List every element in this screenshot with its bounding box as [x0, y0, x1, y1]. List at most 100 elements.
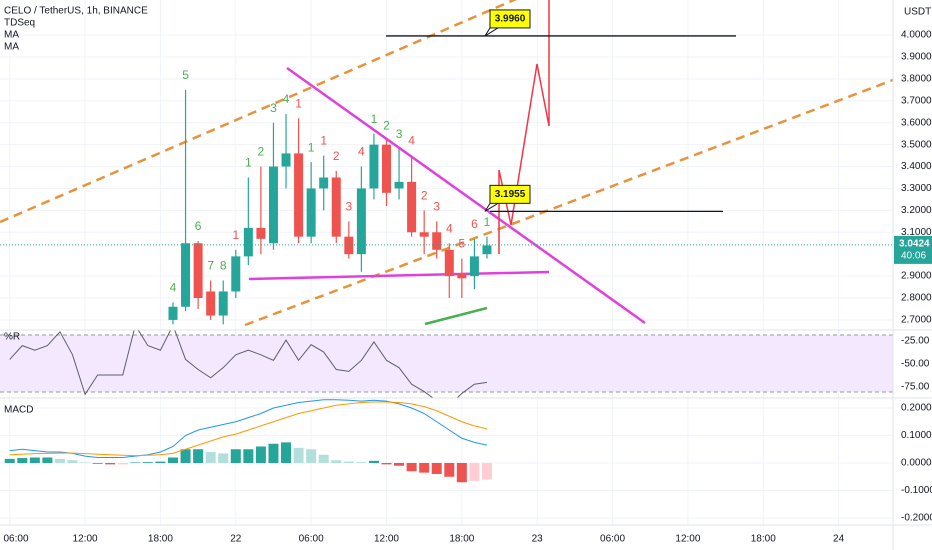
macd-histogram-bar [293, 447, 304, 463]
x-tick-label: 12:00 [374, 534, 399, 545]
candle-body [419, 232, 429, 237]
channel-lower [244, 78, 893, 327]
macd-histogram-bar [4, 458, 15, 463]
candle-body [243, 227, 253, 257]
macd-histogram-bar [193, 449, 204, 463]
candle-body [281, 153, 291, 167]
td-label: 1 [232, 228, 239, 242]
td-label: 1 [484, 215, 491, 229]
td-label: 6 [195, 219, 202, 233]
y-tick-label: -50.00 [901, 359, 930, 370]
td-label: 3 [345, 199, 352, 213]
indicator-label: MA [4, 30, 19, 41]
macd-histogram-bar [431, 462, 442, 474]
macd-histogram-bar [243, 449, 254, 463]
y-tick-label: 2.9000 [901, 271, 932, 282]
candle-body [218, 291, 228, 316]
candle-body [469, 256, 479, 277]
y-tick-label: -0.1000 [901, 485, 932, 496]
projection-path [498, 0, 550, 254]
y-tick-label: 3.8000 [901, 74, 932, 85]
macd-histogram-bar [268, 443, 279, 463]
candle-body [193, 243, 203, 299]
candle-body [331, 177, 341, 237]
wr-line [9, 330, 488, 398]
y-tick-label: 3.6000 [901, 117, 932, 128]
x-tick-label: 12:00 [73, 534, 98, 545]
macd-histogram-bar [381, 462, 392, 465]
candle-body [206, 291, 216, 316]
macd-histogram-bar [130, 462, 141, 463]
candle-body [356, 188, 366, 255]
macd-histogram-bar [230, 449, 241, 463]
macd-histogram-bar [281, 442, 292, 463]
x-tick-label: 18:00 [449, 534, 474, 545]
candle-body [381, 144, 391, 193]
x-tick-label: 06:00 [600, 534, 625, 545]
y-tick-label: 3.4000 [901, 161, 932, 172]
callout-box [489, 184, 531, 204]
channel-upper [0, 0, 517, 224]
x-tick-label: 22 [230, 534, 242, 545]
symbol-title: CELO / TetherUS, 1h, BINANCE [4, 6, 148, 17]
td-label: 3 [433, 199, 440, 213]
macd-histogram-bar [318, 454, 329, 463]
macd-histogram-bar [356, 462, 367, 463]
callout-label: 3.9960 [495, 14, 526, 25]
indicator-label: TDSeq [4, 18, 35, 29]
td-label: 1 [371, 112, 378, 126]
countdown-label: 40:06 [901, 251, 926, 262]
td-label: 1 [320, 134, 327, 148]
candle-body [394, 181, 404, 189]
td-label: 2 [421, 189, 428, 203]
candle-body [319, 177, 329, 189]
y-tick-label: 3.5000 [901, 139, 932, 150]
macd-histogram-bar [142, 462, 153, 463]
trendline-down [286, 66, 646, 325]
td-label: 4 [408, 134, 415, 148]
indicator-label: MA [4, 42, 19, 53]
wr-pane [9, 330, 488, 398]
macd-histogram-bar [17, 458, 28, 463]
candle-body [482, 245, 492, 255]
macd-histogram-bar [67, 460, 78, 463]
y-tick-label: 3.1000 [901, 227, 932, 238]
x-tick-label: 12:00 [675, 534, 700, 545]
axes: 06:00 12:00 18:00 22 06:00 12:00 18:00 23 06:00 1… [3, 30, 932, 545]
x-tick-label: 23 [532, 534, 544, 545]
callout-pointer [484, 202, 499, 212]
last-price-label: 3.0424 [899, 239, 930, 250]
macd-title: MACD [4, 405, 33, 416]
td-label: 1 [308, 140, 315, 154]
green-line [424, 306, 488, 326]
wr-title: %R [4, 332, 20, 343]
y-tick-label: -25.00 [901, 336, 930, 347]
macd-line [9, 399, 488, 458]
y-tick-label: 0.2000 [901, 403, 932, 414]
candle-body [294, 153, 304, 237]
td-label: 8 [220, 259, 227, 273]
macd-pane [4, 399, 492, 483]
y-tick-label: 2.8000 [901, 293, 932, 304]
macd-histogram-bar [406, 462, 417, 472]
macd-histogram-bar [419, 462, 430, 473]
macd-histogram-bar [343, 461, 354, 463]
y-tick-label: -75.00 [901, 382, 930, 393]
macd-histogram-bar [469, 462, 480, 481]
candle-body [407, 181, 417, 233]
callout-label: 3.1955 [495, 189, 526, 200]
candle-body [457, 273, 467, 279]
td-label: 5 [182, 68, 189, 82]
support-line [248, 270, 550, 281]
x-tick-label: 18:00 [148, 534, 173, 545]
candle-body [168, 306, 178, 320]
x-tick-label: 24 [833, 534, 845, 545]
candle-body [181, 243, 191, 307]
macd-histogram-bar [105, 462, 116, 465]
macd-histogram-bar [481, 462, 492, 480]
candle-body [344, 236, 354, 255]
callout-box [489, 9, 531, 29]
x-tick-label: 06:00 [299, 534, 324, 545]
td-label: 4 [170, 281, 177, 295]
